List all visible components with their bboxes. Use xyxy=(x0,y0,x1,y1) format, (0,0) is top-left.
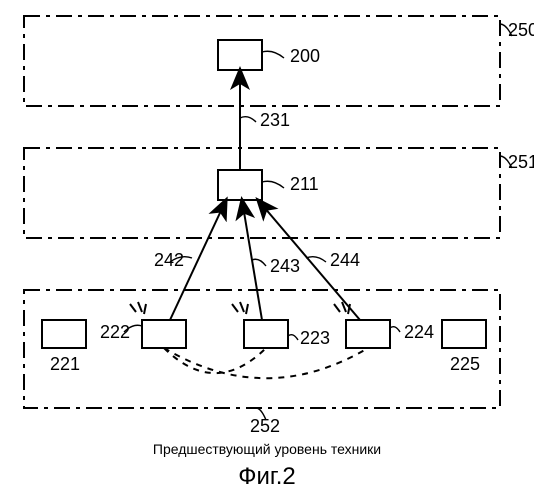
caption-prior-art: Предшествующий уровень техники xyxy=(153,441,381,457)
label-221: 221 xyxy=(50,354,80,374)
label-243: 243 xyxy=(270,256,300,276)
label-200: 200 xyxy=(290,46,320,66)
radio-icon xyxy=(334,302,350,314)
label-244: 244 xyxy=(330,250,360,270)
node-221 xyxy=(42,320,86,348)
label-223: 223 xyxy=(300,328,330,348)
diagram-canvas: 200 211 221 222 223 224 225 231 242 243 244 250 251 2… xyxy=(0,0,534,500)
leader-211 xyxy=(262,181,284,188)
label-250: 250 xyxy=(508,20,534,40)
leader-200 xyxy=(262,51,284,58)
dashed-link xyxy=(164,348,368,378)
label-224: 224 xyxy=(404,322,434,342)
leader-243 xyxy=(252,259,266,266)
leader-231 xyxy=(240,117,256,122)
label-211: 211 xyxy=(290,174,319,194)
radio-icon xyxy=(232,302,248,314)
dashed-link xyxy=(164,348,266,373)
figure-label: Фиг.2 xyxy=(238,463,296,490)
leader-223 xyxy=(288,335,298,340)
label-222: 222 xyxy=(100,322,130,342)
radio-icon xyxy=(130,302,146,314)
label-225: 225 xyxy=(450,354,480,374)
label-242: 242 xyxy=(154,250,184,270)
node-222 xyxy=(142,320,186,348)
label-231: 231 xyxy=(260,110,290,130)
node-223 xyxy=(244,320,288,348)
node-200 xyxy=(218,40,262,70)
node-225 xyxy=(442,320,486,348)
node-211 xyxy=(218,170,262,200)
label-252: 252 xyxy=(250,416,280,436)
leader-224 xyxy=(390,327,400,332)
node-224 xyxy=(346,320,390,348)
label-251: 251 xyxy=(508,152,534,172)
